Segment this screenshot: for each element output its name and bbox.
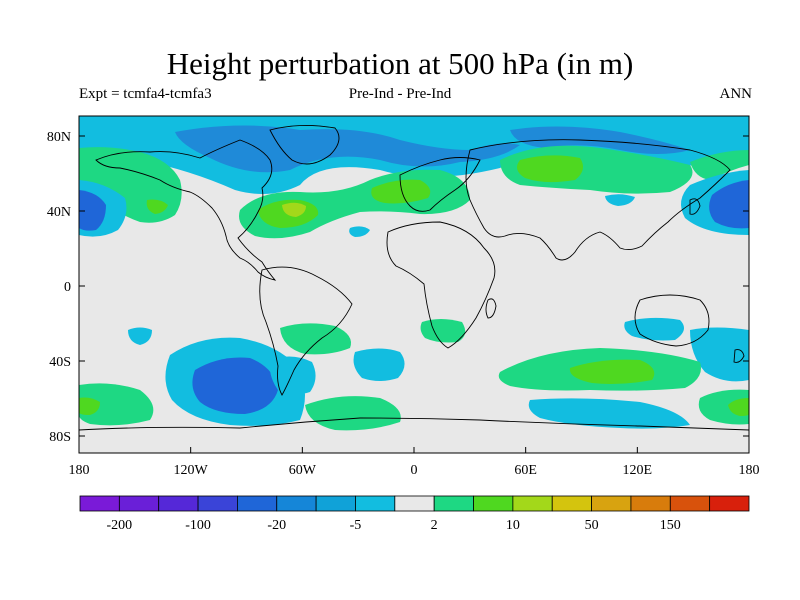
colorbar-swatch [315,495,356,512]
y-tick-label: 80N [47,130,71,145]
y-tick-label: 40N [47,205,71,220]
x-axis: 180 120W 60W 0 60E 120E 180 [69,447,760,478]
colorbar-swatch [355,495,396,512]
colorbar-swatch [79,495,120,512]
season-label: ANN [719,86,753,102]
contour-fill-cyan-satlantic [353,348,405,381]
y-tick-label: 80S [49,430,71,445]
contour-fill-cyan-tasman [690,327,749,382]
colorbar-label: 50 [585,518,599,533]
x-tick-label: 180 [69,463,90,478]
colorbar-swatch [394,495,435,512]
contour-fill-green-eastasia [690,150,749,180]
contour-fill-cyan-indian [624,317,684,341]
contour-fill-green-spac-e [698,389,749,425]
contour-fill-blue-spac [192,357,278,414]
x-tick-label: 120W [174,463,209,478]
coastline-antarctica [79,417,749,431]
coastline-japan [689,198,701,215]
contour-fill-cyan-soutern-ocean [528,398,690,429]
coastline-greenland [269,124,340,165]
colorbar-swatch [197,495,238,512]
colorbar: -200 -100 -20 -5 2 10 50 150 [79,495,750,533]
contour-fill-lime-europe [371,179,431,204]
colorbar-label: -100 [185,518,211,533]
coastline-newzealand [733,349,745,363]
coastline-australia [634,294,710,347]
x-tick-label: 60E [514,463,537,478]
y-axis: 80N 40N 0 40S 80S [47,130,749,445]
colorbar-swatch [669,495,711,512]
coastline-madagascar [485,298,497,319]
colorbar-label: -5 [350,518,362,533]
contour-fill-lime-spac-e [728,398,749,416]
coastline-africa [386,221,496,349]
colorbar-label: 150 [660,518,681,533]
colorbar-label: -200 [107,518,133,533]
colorbar-label: 2 [431,518,438,533]
colorbar-swatch [591,495,632,512]
x-tick-label: 60W [289,463,317,478]
x-tick-label: 120E [623,463,653,478]
contour-fill-cyan-eastasia [605,194,635,206]
contour-fill-green-weddell [305,396,401,431]
coastline-south-america [259,266,353,396]
contour-fills [79,116,749,431]
colorbar-swatch [276,495,317,512]
colorbar-swatch [630,495,671,512]
colorbar-swatch [237,495,278,512]
x-tick-label: 180 [739,463,760,478]
contour-fill-green-spac-w [79,383,154,426]
colorbar-swatch [709,495,750,512]
colorbar-swatch [512,495,553,512]
contour-fill-lime-spac-w [79,397,100,415]
contour-fill-green-satlantic [280,323,351,355]
contour-fill-lime-southindian [569,359,655,384]
colorbar-label: -20 [267,518,286,533]
contour-fill-blue-arctic [175,125,520,173]
colorbar-swatch [118,495,160,512]
case-label: Pre-Ind - Pre-Ind [348,86,452,102]
contour-fill-blue-asia [510,126,690,154]
contour-fill-cyan-spacific [128,327,152,345]
coastlines [79,124,749,431]
experiment-label: Expt = tcmfa4-tcmfa3 [79,86,212,102]
coastline-europe [399,157,481,212]
colorbar-swatch [473,495,514,512]
contour-fill-yellow-na [282,202,306,217]
x-tick-label: 0 [411,463,418,478]
contour-fill-cyan-atlantic [349,226,370,237]
chart-title: Height perturbation at 500 hPa (in m) [166,46,634,81]
colorbar-swatch [551,495,592,512]
contour-fill-lime-pacific [146,199,168,214]
colorbar-swatch [158,495,199,512]
y-tick-label: 40S [49,355,71,370]
y-tick-label: 0 [64,280,71,295]
contour-fill-blue-npacific-w [79,190,106,231]
contour-fill-blue-npacific-e [709,180,749,229]
coastline-asia [465,139,731,261]
colorbar-swatch [433,495,474,512]
contour-fill-cyan-patagonia [269,356,316,395]
contour-fill-lime-siberia [516,155,584,183]
coastline-north-america [95,139,277,281]
map-panel [79,116,749,453]
colorbar-label: 10 [506,518,520,533]
